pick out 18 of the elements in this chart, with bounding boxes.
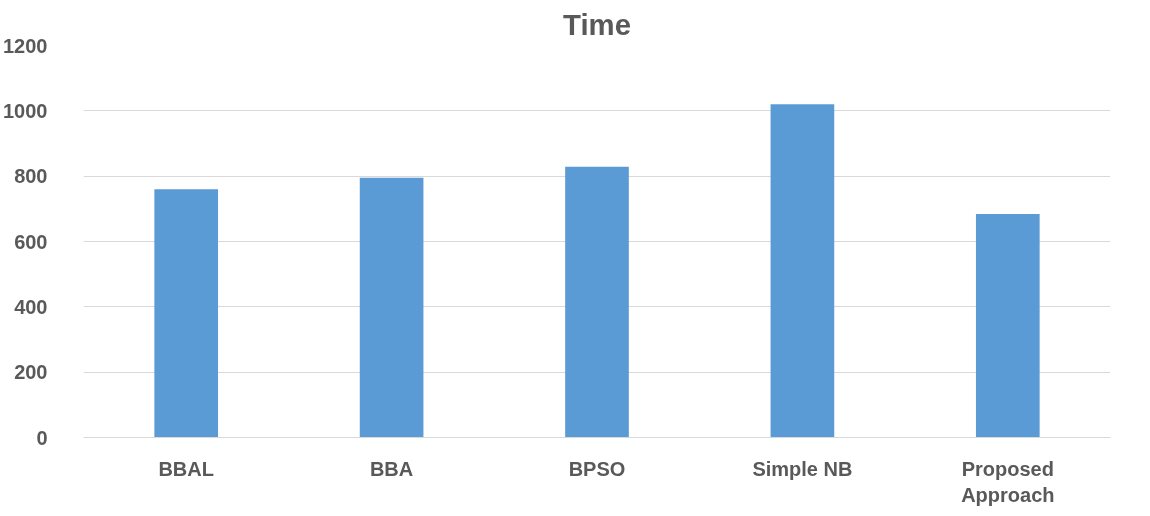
x-tick-label: Proposed Approach	[961, 457, 1055, 506]
y-tick-label: 1000	[3, 99, 48, 122]
x-tick-label: BBAL	[158, 457, 214, 480]
y-tick-label: 1200	[3, 34, 48, 57]
y-tick-label: 0	[36, 426, 48, 449]
chart-title: Time	[563, 7, 631, 41]
y-tick-label: 800	[14, 165, 48, 188]
bar	[975, 214, 1040, 438]
y-tick-label: 200	[14, 361, 48, 384]
x-tick-label: BPSO	[568, 457, 626, 480]
bar	[359, 177, 424, 438]
bar	[154, 189, 219, 438]
bar	[770, 104, 835, 438]
x-tick-label: Simple NB	[752, 457, 853, 480]
bar	[565, 166, 629, 438]
y-tick-label: 400	[14, 295, 48, 318]
y-tick-label: 600	[14, 230, 48, 253]
x-tick-label: BBA	[369, 457, 414, 480]
